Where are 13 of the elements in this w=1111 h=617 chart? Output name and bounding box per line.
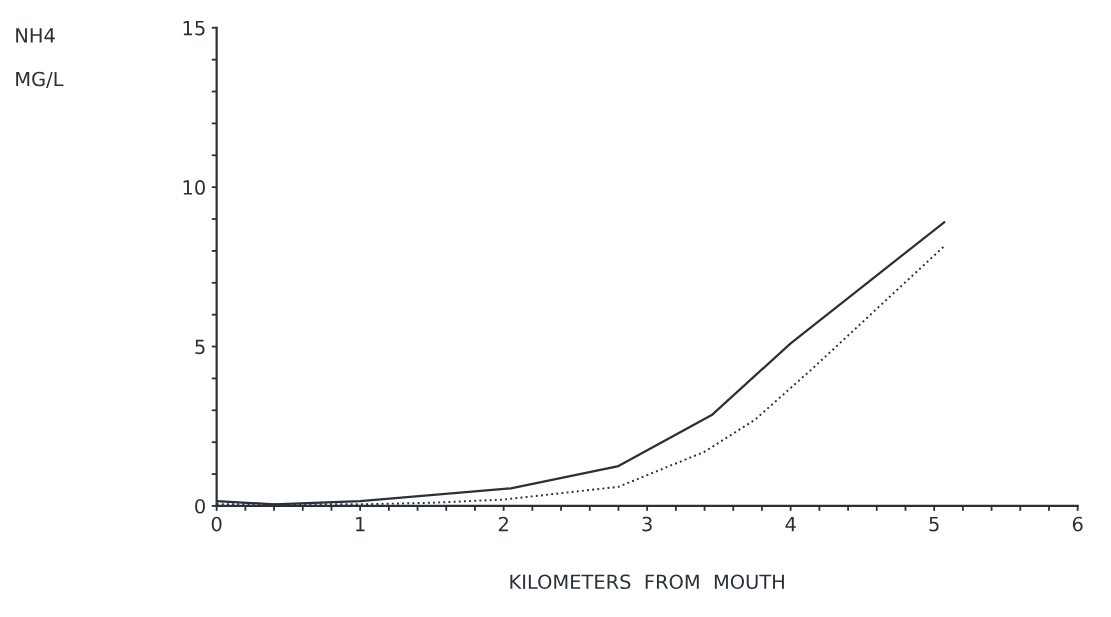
y-tick-label: 5 [195,339,205,355]
x-tick-label: 6 [1072,516,1083,532]
y-tick-label: 15 [183,20,205,36]
x-tick-label: 2 [498,516,508,532]
x-tick-label: 4 [785,516,796,532]
x-tick-label: 1 [356,516,365,532]
y-tick-label: 0 [195,498,205,514]
text: NH4 MG/L [16,28,64,88]
x-tick-label: 3 [642,516,652,532]
x-axis-title: KILOMETERS FROM MOUTH [510,574,784,590]
x-tick-label: 5 [929,516,939,532]
x-tick-label: 0 [211,516,222,532]
y-tick-label: 10 [183,180,205,195]
